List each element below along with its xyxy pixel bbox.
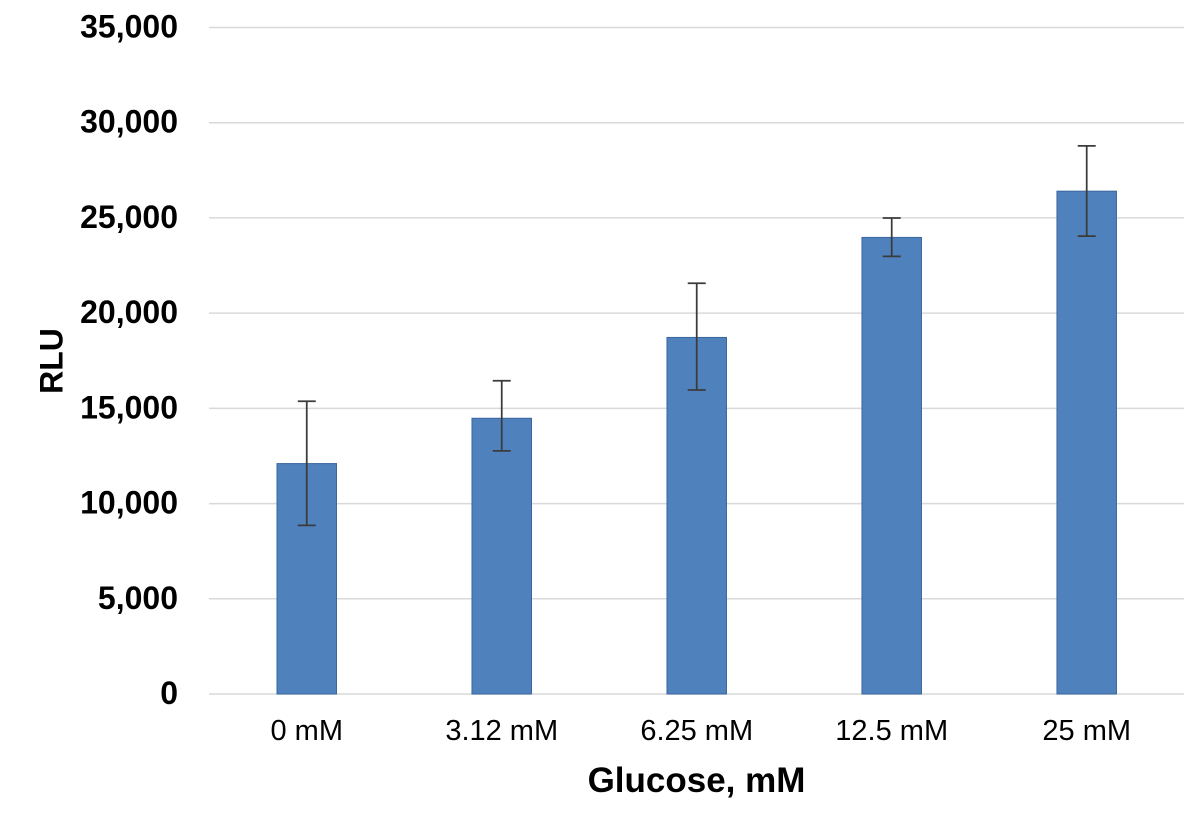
svg-text:35,000: 35,000 bbox=[80, 9, 178, 45]
svg-text:6.25 mM: 6.25 mM bbox=[640, 715, 753, 747]
svg-text:0: 0 bbox=[160, 675, 178, 711]
svg-text:25,000: 25,000 bbox=[80, 199, 178, 235]
svg-text:0 mM: 0 mM bbox=[271, 715, 344, 747]
svg-text:30,000: 30,000 bbox=[80, 104, 178, 140]
svg-text:25 mM: 25 mM bbox=[1042, 715, 1131, 747]
svg-text:3.12 mM: 3.12 mM bbox=[445, 715, 558, 747]
svg-text:5,000: 5,000 bbox=[98, 580, 178, 616]
svg-text:15,000: 15,000 bbox=[80, 389, 178, 425]
svg-text:10,000: 10,000 bbox=[80, 485, 178, 521]
svg-text:20,000: 20,000 bbox=[80, 294, 178, 330]
svg-text:12.5 mM: 12.5 mM bbox=[835, 715, 948, 747]
